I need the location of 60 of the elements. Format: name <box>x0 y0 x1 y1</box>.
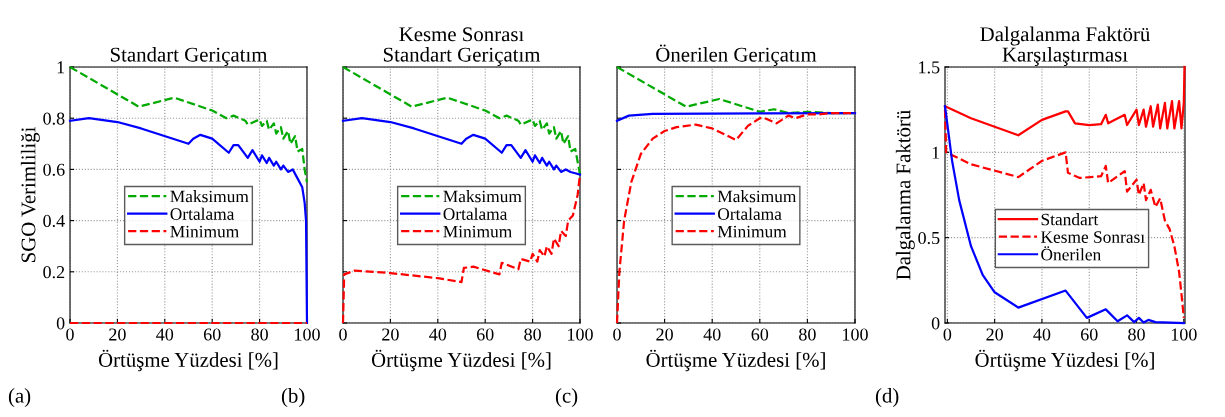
x-tick-label: 0 <box>943 328 952 341</box>
y-tick-label: 1 <box>932 146 940 159</box>
x-tick-label: 100 <box>1171 328 1197 341</box>
x-tick-label: 40 <box>1033 328 1051 341</box>
x-tick-label: 100 <box>295 328 320 341</box>
x-tick-label: 60 <box>1080 328 1098 341</box>
text: (a) <box>8 388 31 407</box>
legend-label: Standart <box>1041 213 1099 226</box>
y-tick-label: 1 <box>57 61 65 74</box>
x-tick-label: 20 <box>382 328 399 341</box>
legend-label: Maksimum <box>170 190 249 203</box>
x-tick-label: 60 <box>751 328 769 341</box>
text: (d) <box>875 388 899 407</box>
text: (b) <box>281 388 305 407</box>
legend-label: Ortalama <box>718 207 782 220</box>
x-tick-label: 0 <box>66 328 74 341</box>
legend-label: Minimum <box>443 225 512 238</box>
legend-label: Minimum <box>717 225 787 238</box>
y-tick-label: 0.8 <box>43 112 65 125</box>
x-tick-label: 0 <box>339 328 347 341</box>
x-axis-title: Örtüşme Yüzdesi [%] <box>371 349 551 372</box>
x-tick-label: 60 <box>476 328 494 341</box>
chart-title: Standart Geriçatım <box>110 46 268 66</box>
text: (c) <box>555 388 578 407</box>
y-axis-title: Dalgalanma Faktörü <box>895 110 915 280</box>
y-tick-label: 0.5 <box>918 231 940 245</box>
y-tick-label: 0.4 <box>43 214 65 228</box>
legend-label: Minimum <box>170 225 239 238</box>
legend-label: Ortalama <box>443 207 508 220</box>
x-tick-label: 20 <box>656 328 673 341</box>
x-tick-label: 80 <box>251 328 268 341</box>
y-tick-label: 1.5 <box>919 61 940 74</box>
x-tick-label: 100 <box>568 328 593 341</box>
x-tick-label: 80 <box>1128 328 1145 341</box>
x-axis-title: Örtüşme Yüzdesi [%] <box>646 349 825 372</box>
x-tick-label: 60 <box>203 328 221 341</box>
y-axis-title: SGO Verimliliği <box>20 127 40 262</box>
x-tick-label: 40 <box>429 328 447 341</box>
x-axis-title: Örtüşme Yüzdesi [%] <box>98 349 278 372</box>
y-tick-label: 0 <box>931 317 940 330</box>
x-axis-title: Örtüşme Yüzdesi [%] <box>975 349 1154 372</box>
chart-title: Kesme Sonrası Standart Geriçatım <box>383 27 541 66</box>
legend-label: Önerilen <box>1041 246 1101 261</box>
x-tick-label: 20 <box>986 328 1003 341</box>
x-tick-label: 80 <box>524 328 541 341</box>
x-tick-label: 0 <box>613 328 621 341</box>
chart-title: Önerilen Geriçatım <box>656 44 817 66</box>
x-tick-label: 100 <box>843 328 868 341</box>
legend-label: Kesme Sonrası <box>1040 231 1145 243</box>
legend-label: Maksimum <box>443 190 522 203</box>
x-tick-label: 20 <box>109 328 126 341</box>
x-tick-label: 80 <box>799 328 816 341</box>
legend-label: Ortalama <box>170 207 235 220</box>
chart-title: Dalgalanma Faktörü Karşılaştırması <box>980 26 1150 66</box>
x-tick-label: 40 <box>703 328 721 341</box>
y-tick-label: 0 <box>56 317 65 330</box>
y-tick-label: 0.2 <box>43 266 65 279</box>
x-tick-label: 40 <box>156 328 174 341</box>
y-tick-label: 0.6 <box>43 163 65 176</box>
legend-label: Maksimum <box>717 190 797 203</box>
